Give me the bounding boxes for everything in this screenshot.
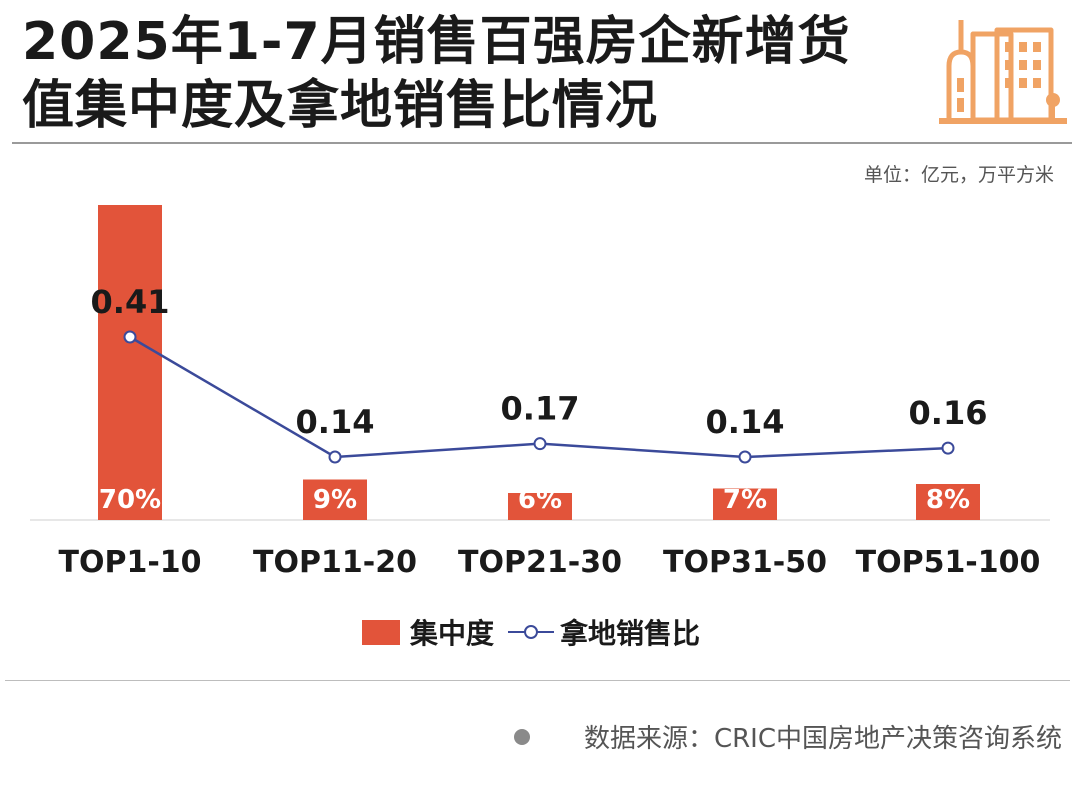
chart-plot: 70% TOP1-10 9% TOP11-20 6% TOP21-30 7% TOP31-50… <box>30 205 1050 580</box>
line-label-1: 0.41 <box>91 283 170 321</box>
source-note: 数据来源：CRIC中国房地产决策咨询系统 <box>513 718 1062 755</box>
x-tick-label-4: TOP31-50 <box>663 545 827 580</box>
bar-4 <box>713 488 777 520</box>
buildings-icon <box>939 20 1067 124</box>
bar-1 <box>98 205 162 520</box>
line-label-3: 0.17 <box>501 390 580 428</box>
footer-divider <box>5 680 1070 681</box>
unit-note: 单位：亿元，万平方米 <box>863 164 1054 186</box>
bar-2 <box>303 479 367 520</box>
bar-label-1: 70% <box>99 485 161 515</box>
bar-3 <box>508 493 572 520</box>
bar-5 <box>916 484 980 520</box>
line-point-1 <box>123 330 137 344</box>
bar-label-2: 9% <box>313 485 357 515</box>
chart-title: 2025年1-7月销售百强房企新增货值集中度及拿地销售比情况 <box>22 12 851 136</box>
line-point-5 <box>941 441 955 455</box>
bar-label-4: 7% <box>723 485 767 515</box>
bullet-icon <box>513 728 530 745</box>
legend-label-line: 拿地销售比 <box>560 617 701 650</box>
legend-swatch-line <box>508 622 555 642</box>
x-tick-label-1: TOP1-10 <box>58 545 201 580</box>
line-label-2: 0.14 <box>296 403 375 441</box>
legend-swatch-bar <box>362 619 400 645</box>
line-label-5: 0.16 <box>909 394 988 432</box>
bar-label-3: 6% <box>518 485 562 515</box>
line-point-3 <box>533 437 547 451</box>
line-point-4 <box>738 450 752 464</box>
line-point-2 <box>328 450 342 464</box>
legend: 集中度 拿地销售比 <box>362 612 700 652</box>
source-text: 数据来源：CRIC中国房地产决策咨询系统 <box>583 724 1062 754</box>
x-tick-label-2: TOP11-20 <box>253 545 417 580</box>
line-label-4: 0.14 <box>706 403 785 441</box>
x-tick-label-5: TOP51-100 <box>856 545 1041 580</box>
x-tick-label-3: TOP21-30 <box>458 545 622 580</box>
bar-label-5: 8% <box>926 485 970 515</box>
title-divider <box>12 142 1072 144</box>
legend-label-bar: 集中度 <box>410 617 495 650</box>
